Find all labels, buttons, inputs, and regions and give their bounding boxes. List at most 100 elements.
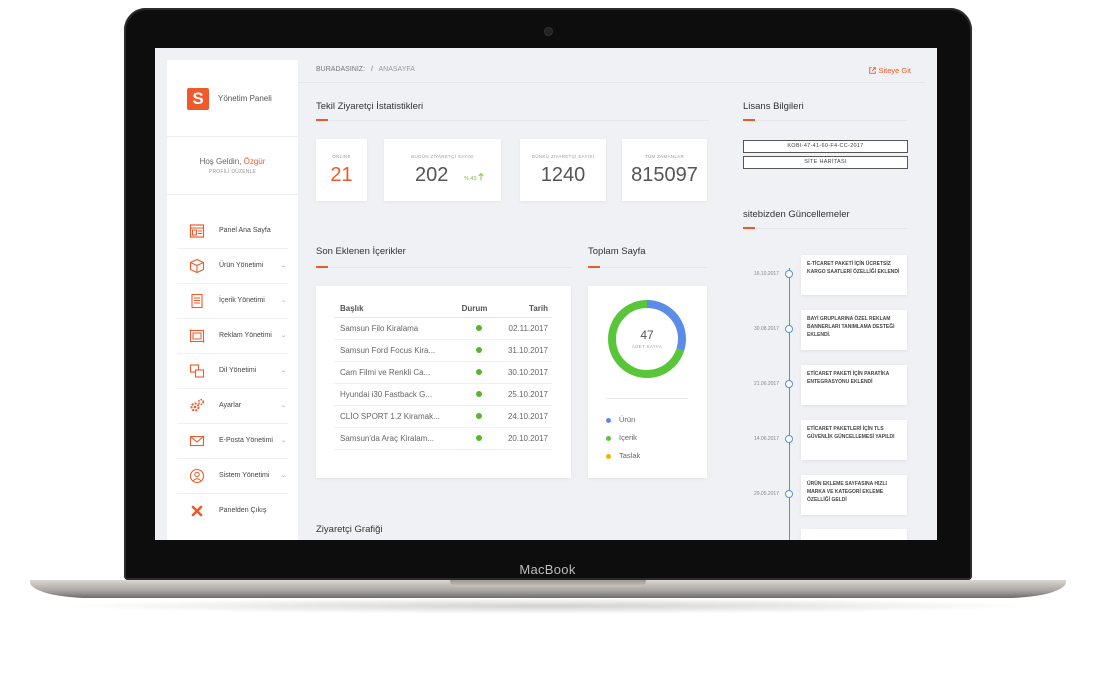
legend-dot <box>606 435 611 441</box>
legend-dot <box>606 417 611 423</box>
row-date: 30.10.2017 <box>501 361 552 384</box>
status-dot <box>475 369 482 375</box>
sidebar-item-urun-yonetimi[interactable]: Ürün Yönetimi ⌄ <box>177 249 288 284</box>
sidebar-item-sistem-yonetimi[interactable]: Sistem Yönetimi ⌄ <box>177 459 288 494</box>
camera-icon <box>544 27 553 36</box>
column-header: Durum <box>455 300 502 318</box>
sidebar-item-reklam-yonetimi[interactable]: Reklam Yönetimi ⌄ <box>177 319 288 354</box>
timeline-dot <box>785 270 793 278</box>
stat-card-today: BUGÜN ZİYARETÇİ SAYISI 202 % 43 <box>384 139 501 201</box>
update-card[interactable]: E-TİCARET PAKETİ İÇİN ÜCRETSİZ KARGO SAA… <box>801 255 907 295</box>
breadcrumb-current[interactable]: ANASAYFA <box>378 66 415 73</box>
donut-segment-icerik <box>608 300 686 378</box>
table-row[interactable]: Cam Filmi ve Renkli Ca... 30.10.2017 <box>334 361 552 384</box>
update-card[interactable]: ETİCARET PAKETLERİ İÇİN TLS GÜVENLİK GÜN… <box>801 420 907 460</box>
timeline-dot <box>785 490 793 498</box>
column-header: Tarih <box>501 300 552 318</box>
box-icon <box>189 258 205 274</box>
row-title: Cam Filmi ve Renkli Ca... <box>334 361 456 384</box>
section-accent <box>588 266 600 268</box>
device-brand: MacBook <box>519 562 576 577</box>
sidebar-item-label: Panel Ana Sayfa <box>219 227 271 234</box>
breadcrumb: BURADASINIZ: / ANASAYFA <box>316 66 415 73</box>
license-key: KOBI-47-41-60-F4-CC-2017 <box>743 140 908 153</box>
stat-card-online: ONLINE 21 <box>316 139 367 201</box>
row-date: 02.11.2017 <box>501 317 552 340</box>
license-title: Lisans Bilgileri <box>743 101 804 112</box>
update-card[interactable]: ETİCARET PAKETİ İÇİN PARATİKA ENTEGRASYO… <box>801 365 907 405</box>
profile-edit-link[interactable]: PROFİLİ DÜZENLE <box>208 169 257 175</box>
sidebar-item-label: İçerik Yönetimi <box>219 297 265 304</box>
timeline-dot <box>785 325 793 333</box>
stat-value: 815097 <box>631 164 698 186</box>
welcome-text: Hoş Geldin, Özgür <box>167 157 298 166</box>
table-row[interactable]: Samsun Filo Kiralama 02.11.2017 <box>334 317 552 340</box>
sidebar-item-label: Sistem Yönetimi <box>219 472 270 479</box>
laptop-base <box>30 580 1066 598</box>
sidebar-item-icerik-yonetimi[interactable]: İçerik Yönetimi ⌄ <box>177 284 288 319</box>
visitor-chart-title: Ziyaretçi Grafiği <box>316 524 383 535</box>
stat-label: ONLINE <box>332 154 351 159</box>
update-card[interactable]: BAYİ GRUPLARINA ÖZEL REKLAM BANNERLARI T… <box>801 310 907 350</box>
sidebar-item-panel-ana-sayfa[interactable]: Panel Ana Sayfa <box>177 214 288 249</box>
chevron-down-icon: ⌄ <box>280 333 286 339</box>
document-icon <box>191 293 203 309</box>
breadcrumb-separator: / <box>370 66 373 73</box>
welcome-prefix: Hoş Geldin, <box>199 157 242 166</box>
column-header: Başlık <box>334 300 456 318</box>
total-pages-card: 47 ADET SAYFA Ürün İçerik Taslak <box>588 286 707 478</box>
update-date: 30.08.2017 <box>753 326 779 332</box>
logo-icon[interactable]: S <box>187 88 209 110</box>
sidebar-menu: Panel Ana Sayfa Ürün Yönetimi ⌄ İçerik Y… <box>177 214 288 528</box>
sidebar-item-panelden-cikis[interactable]: Panelden Çıkış <box>177 494 288 528</box>
table-header: Başlık Durum Tarih <box>334 300 552 318</box>
divider <box>601 267 707 268</box>
site-link[interactable]: Siteye Git <box>869 66 911 75</box>
gear-icon <box>190 398 205 412</box>
stat-card-yesterday: DÜNKÜ ZİYARETÇİ SAYISI 1240 <box>520 139 606 201</box>
status-dot <box>475 391 482 397</box>
stat-value: 202 <box>415 164 449 186</box>
row-date: 20.10.2017 <box>501 427 552 450</box>
table-row[interactable]: Samsun'da Araç Kiralam... 20.10.2017 <box>334 427 552 450</box>
donut-total: 47 <box>640 328 654 342</box>
stat-trend: % 43 <box>464 172 484 182</box>
chevron-down-icon: ⌄ <box>280 403 286 409</box>
sidebar-item-dil-yonetimi[interactable]: Dil Yönetimi ⌄ <box>177 354 288 389</box>
legend-label: Ürün <box>619 415 636 424</box>
legend-label: İçerik <box>619 433 637 442</box>
sidebar-item-e-posta-yonetimi[interactable]: E-Posta Yönetimi ⌄ <box>177 424 288 459</box>
sidebar-item-label: E-Posta Yönetimi <box>219 437 273 444</box>
divider <box>167 194 298 195</box>
table-row[interactable]: CLİO SPORT 1.2 Kiramak... 24.10.2017 <box>334 405 552 428</box>
sidebar-item-ayarlar[interactable]: Ayarlar ⌄ <box>177 389 288 424</box>
donut-total-label: ADET SAYFA <box>631 344 663 349</box>
stats-title: Tekil Ziyaretçi İstatistikleri <box>316 101 424 112</box>
divider <box>756 228 907 229</box>
table-row[interactable]: Hyundai i30 Fastback G... 25.10.2017 <box>334 383 552 406</box>
sitemap-button[interactable]: SİTE HARİTASI <box>743 156 908 169</box>
recent-title: Son Eklenen İçerikler <box>316 246 406 257</box>
divider <box>606 398 688 399</box>
update-card[interactable]: ÜRÜN EKLEME SAYFASINA HIZLI MARKA VE KAT… <box>801 475 907 515</box>
close-icon <box>191 505 203 517</box>
section-accent <box>316 266 328 268</box>
row-title: Samsun'da Araç Kiralam... <box>334 427 456 450</box>
stat-label: DÜNKÜ ZİYARETÇİ SAYISI <box>531 154 595 159</box>
pages-title: Toplam Sayfa <box>588 246 646 257</box>
language-icon <box>189 364 205 378</box>
sidebar-item-label: Reklam Yönetimi <box>219 332 272 339</box>
mail-icon <box>189 435 205 447</box>
sidebar-item-label: Panelden Çıkış <box>219 507 267 514</box>
divider <box>756 120 907 121</box>
update-card-partial <box>801 529 907 540</box>
image-icon <box>189 329 205 343</box>
row-title: CLİO SPORT 1.2 Kiramak... <box>334 405 456 428</box>
chevron-down-icon: ⌄ <box>280 438 286 444</box>
user-icon <box>189 468 205 484</box>
sidebar: S Yönetim Paneli Hoş Geldin, Özgür PROFİ… <box>167 60 298 540</box>
arrow-up-icon <box>478 172 484 181</box>
table-row[interactable]: Samsun Ford Focus Kira... 31.10.2017 <box>334 339 552 362</box>
user-name: Özgür <box>243 157 266 166</box>
row-date: 25.10.2017 <box>501 383 552 406</box>
